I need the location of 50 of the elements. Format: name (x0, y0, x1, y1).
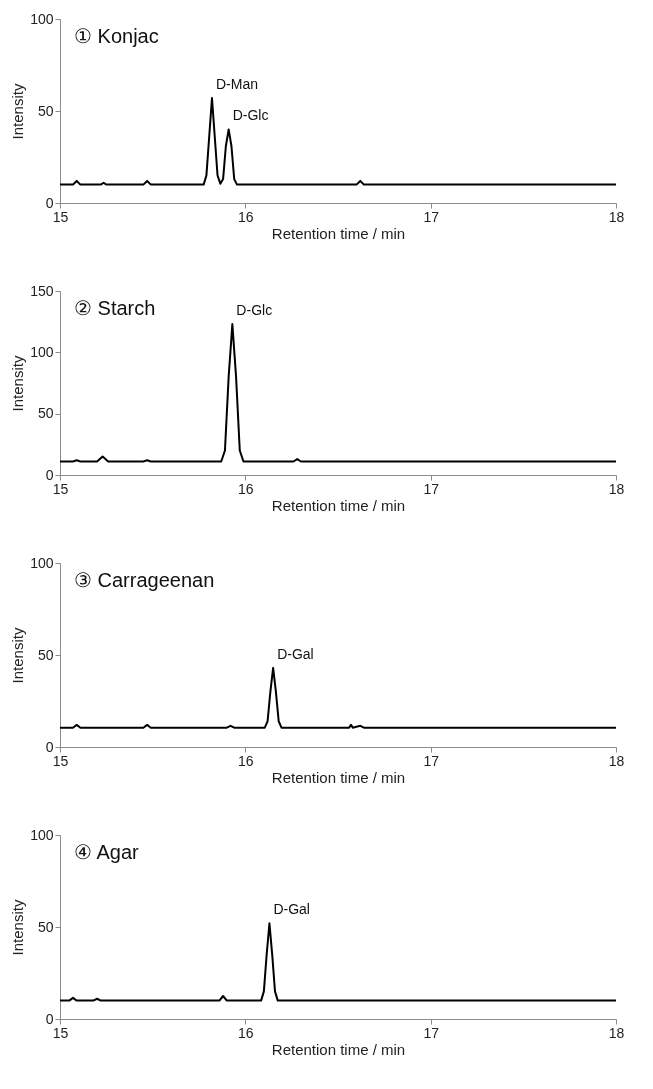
chart-title: ③ Carrageenan (74, 569, 215, 591)
x-axis-title: Retention time / min (271, 496, 406, 514)
chart-title: ② Starch (74, 297, 156, 319)
y-tick-label: 0 (45, 1010, 54, 1027)
y-tick-label: 50 (37, 646, 54, 663)
annotation: D-Man (215, 76, 258, 93)
y-axis-title: Intensity (9, 355, 27, 412)
y-tick-label: 0 (45, 738, 54, 755)
x-tick-label: 16 (238, 208, 254, 225)
y-tick-label: 50 (37, 918, 54, 935)
x-axis-title: Retention time / min (271, 224, 406, 242)
chart-title: ① Konjac (74, 25, 159, 47)
y-tick-label: 50 (37, 405, 54, 422)
annotation: D-Glc (232, 107, 269, 124)
chart-title: ④ Agar (74, 841, 140, 863)
x-axis-title: Retention time / min (271, 1040, 406, 1058)
line-series (60, 922, 616, 1002)
line-series (60, 323, 616, 463)
x-tick-label: 18 (608, 1024, 625, 1041)
x-tick-label: 17 (423, 208, 440, 225)
y-axis-title: Intensity (9, 899, 27, 956)
line-series (60, 97, 616, 186)
annotation: D-Gal (277, 645, 314, 662)
x-axis-title: Retention time / min (271, 768, 406, 786)
y-tick-label: 0 (45, 194, 54, 211)
x-tick-label: 16 (238, 752, 254, 769)
y-tick-label: 100 (30, 554, 54, 571)
x-tick-label: 15 (52, 208, 69, 225)
y-tick-label: 100 (30, 343, 54, 360)
y-axis-title: Intensity (9, 83, 27, 140)
x-tick-label: 15 (52, 1024, 69, 1041)
annotation: D-Gal (273, 901, 310, 918)
y-tick-label: 100 (30, 826, 54, 843)
y-tick-label: 150 (30, 282, 54, 299)
x-tick-label: 16 (238, 1024, 254, 1041)
x-tick-label: 18 (608, 752, 625, 769)
x-tick-label: 15 (52, 752, 69, 769)
x-tick-label: 17 (423, 480, 440, 497)
y-tick-label: 0 (45, 466, 54, 483)
annotation: D-Glc (236, 302, 273, 319)
x-tick-label: 15 (52, 480, 69, 497)
y-axis-title: Intensity (9, 627, 27, 684)
x-tick-label: 18 (608, 480, 625, 497)
line-series (60, 666, 616, 729)
x-tick-label: 16 (238, 480, 254, 497)
x-tick-label: 17 (423, 752, 440, 769)
y-tick-label: 100 (30, 10, 54, 27)
x-tick-label: 18 (608, 208, 625, 225)
x-tick-label: 17 (423, 1024, 440, 1041)
y-tick-label: 50 (37, 102, 54, 119)
